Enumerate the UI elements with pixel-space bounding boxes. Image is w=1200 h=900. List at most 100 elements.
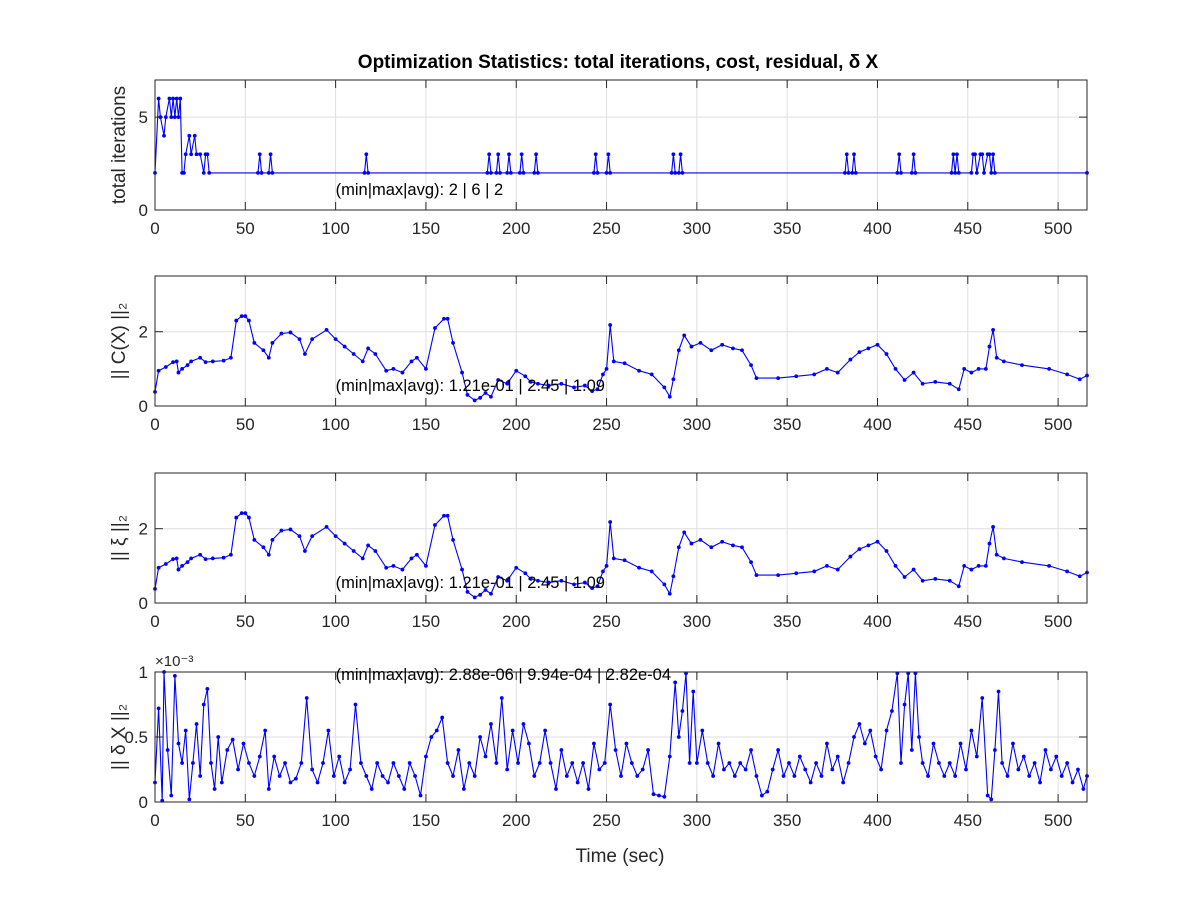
data-point bbox=[247, 761, 251, 765]
data-point bbox=[505, 381, 510, 386]
data-point bbox=[969, 170, 974, 175]
data-point bbox=[510, 728, 515, 733]
data-point bbox=[489, 722, 493, 726]
data-point bbox=[740, 545, 744, 550]
data-point bbox=[953, 774, 958, 778]
x-tick-label: 400 bbox=[863, 612, 891, 631]
data-point bbox=[187, 133, 192, 138]
data-point bbox=[920, 381, 925, 386]
data-point bbox=[201, 170, 206, 175]
data-point bbox=[662, 385, 667, 390]
data-point bbox=[409, 556, 414, 561]
x-tick-label: 450 bbox=[954, 415, 982, 434]
data-point bbox=[176, 567, 181, 572]
data-point bbox=[391, 761, 396, 765]
data-point bbox=[794, 374, 799, 379]
data-point bbox=[499, 696, 504, 700]
data-point bbox=[400, 370, 405, 375]
data-point bbox=[505, 767, 510, 772]
data-point bbox=[400, 567, 405, 572]
data-point bbox=[992, 170, 997, 175]
data-point bbox=[348, 767, 352, 772]
data-point bbox=[288, 330, 293, 335]
data-point bbox=[608, 702, 613, 707]
x-tick-label: 200 bbox=[502, 219, 530, 238]
data-point bbox=[680, 170, 685, 175]
data-point bbox=[261, 545, 266, 550]
x-tick-label: 350 bbox=[773, 415, 801, 434]
data-point bbox=[1047, 563, 1051, 568]
data-point bbox=[508, 170, 513, 175]
data-point bbox=[575, 780, 580, 785]
data-point bbox=[324, 327, 329, 332]
data-point bbox=[270, 170, 275, 175]
data-point bbox=[521, 170, 526, 175]
data-point bbox=[700, 728, 705, 733]
data-point bbox=[884, 352, 889, 356]
data-point bbox=[803, 767, 808, 772]
x-tick-label: 100 bbox=[321, 811, 349, 830]
data-point bbox=[277, 774, 282, 778]
data-point bbox=[852, 152, 856, 157]
data-point bbox=[593, 152, 598, 157]
data-point bbox=[825, 741, 829, 746]
axes-background bbox=[155, 276, 1087, 406]
x-tick-label: 250 bbox=[592, 415, 620, 434]
data-point bbox=[682, 333, 687, 338]
data-point bbox=[198, 552, 203, 557]
x-tick-label: 0 bbox=[150, 219, 159, 238]
data-point bbox=[171, 360, 175, 365]
data-point bbox=[1005, 774, 1010, 778]
data-point bbox=[951, 152, 956, 157]
data-point bbox=[180, 761, 184, 765]
data-point bbox=[1043, 748, 1048, 752]
data-point bbox=[442, 316, 446, 321]
data-point bbox=[673, 170, 678, 175]
y-axis-label: || C(X) ||₂ bbox=[109, 303, 130, 380]
data-point bbox=[1002, 359, 1006, 364]
data-point bbox=[942, 774, 947, 778]
data-point bbox=[353, 702, 358, 707]
data-point bbox=[776, 573, 781, 578]
data-point bbox=[956, 387, 961, 392]
data-point bbox=[451, 774, 455, 778]
data-point bbox=[478, 395, 483, 400]
data-point bbox=[1077, 574, 1082, 579]
y-tick-label: 5 bbox=[139, 108, 148, 127]
data-point bbox=[198, 355, 203, 360]
data-point bbox=[375, 761, 380, 765]
data-point bbox=[759, 793, 764, 798]
data-point bbox=[949, 170, 954, 175]
data-point bbox=[445, 513, 450, 518]
data-point bbox=[895, 170, 900, 175]
data-point bbox=[384, 368, 389, 373]
data-point bbox=[483, 588, 488, 592]
data-point bbox=[980, 696, 985, 700]
data-point bbox=[1054, 754, 1059, 759]
data-point bbox=[505, 170, 510, 175]
data-point bbox=[414, 355, 419, 360]
data-point bbox=[902, 702, 907, 707]
data-point bbox=[201, 702, 206, 707]
y-tick-label: 0 bbox=[139, 793, 148, 812]
data-point bbox=[413, 774, 417, 778]
y-axis-exponent: ×10⁻³ bbox=[155, 653, 193, 670]
data-point bbox=[297, 534, 302, 539]
x-tick-label: 100 bbox=[321, 415, 349, 434]
data-point bbox=[846, 170, 851, 175]
data-point bbox=[460, 370, 464, 375]
data-point bbox=[875, 539, 880, 544]
data-point bbox=[962, 563, 967, 568]
data-point bbox=[505, 578, 510, 583]
stats-annotation: (min|max|avg): 1.21e-01 | 2.45 | 1.09 bbox=[336, 377, 605, 395]
data-point bbox=[902, 378, 907, 382]
x-axis-label: Time (sec) bbox=[575, 846, 664, 867]
data-point bbox=[559, 381, 564, 386]
data-point bbox=[601, 372, 605, 377]
data-point bbox=[303, 549, 307, 553]
data-point bbox=[514, 368, 519, 373]
data-point bbox=[709, 545, 714, 550]
data-point bbox=[183, 728, 188, 733]
data-point bbox=[181, 170, 186, 175]
